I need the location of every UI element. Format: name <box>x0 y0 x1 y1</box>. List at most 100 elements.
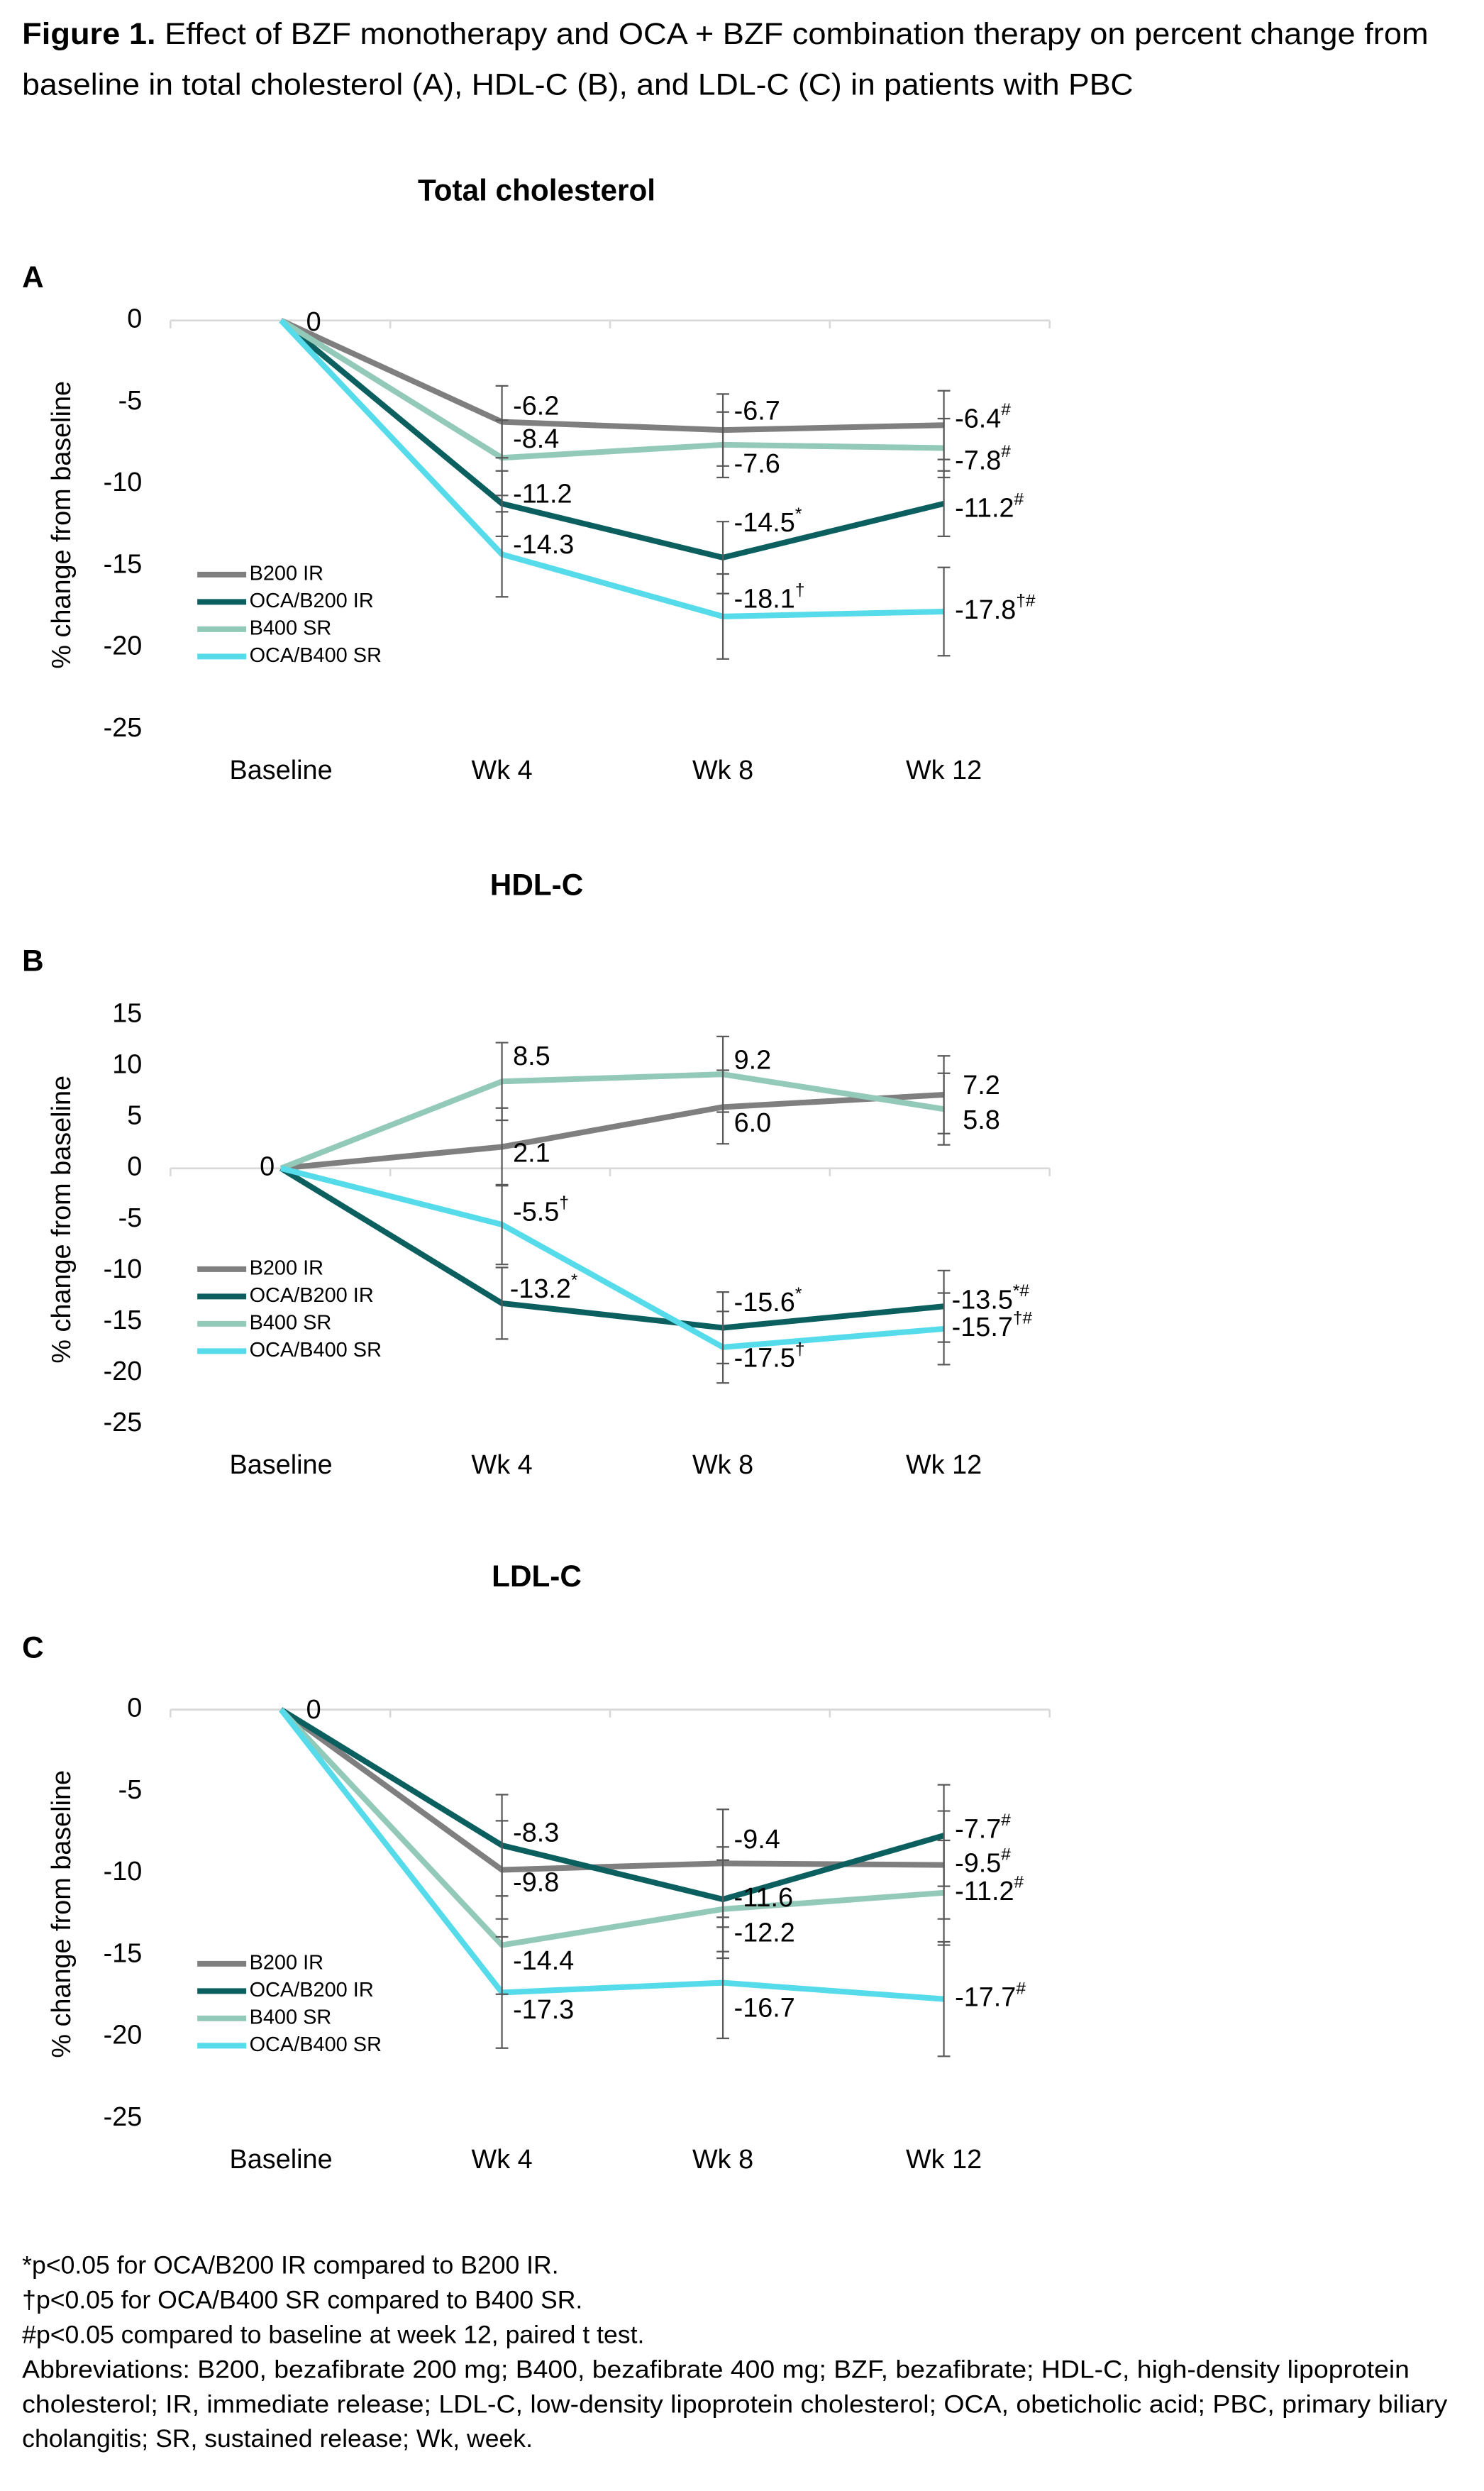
footnote: cholesterol; IR, immediate release; LDL-… <box>22 2390 1447 2418</box>
error-bar <box>716 411 729 479</box>
y-axis-label: % change from baseline <box>47 381 77 669</box>
error-bar <box>495 1183 509 1266</box>
legend-label: OCA/B400 SR <box>250 2033 382 2056</box>
data-label: 6.0 <box>734 1108 772 1138</box>
data-label: 9.2 <box>734 1045 772 1075</box>
data-label: -6.2 <box>513 392 559 421</box>
y-tick-label: -20 <box>104 1357 143 1386</box>
data-label: -13.5*# <box>952 1282 1030 1315</box>
series-line <box>278 1708 944 2002</box>
data-label: -12.2 <box>734 1918 795 1948</box>
x-tick-label: Baseline <box>230 2145 333 2175</box>
data-label: -7.7# <box>955 1811 1011 1845</box>
y-axis-label: % change from baseline <box>47 1770 77 2058</box>
data-label: -11.2# <box>955 1873 1024 1906</box>
y-tick-label: -10 <box>104 468 143 497</box>
y-tick-label: -5 <box>118 1775 143 1805</box>
error-bar <box>937 1940 951 2058</box>
data-label: -14.5* <box>734 504 802 538</box>
legend-label: OCA/B200 IR <box>250 1979 374 2001</box>
data-label: 8.5 <box>513 1042 550 1071</box>
y-tick-label: -5 <box>118 1203 143 1233</box>
data-label: 0 <box>306 1695 321 1725</box>
legend-label: OCA/B200 IR <box>250 1284 374 1307</box>
panel-label: B <box>22 944 44 977</box>
data-label: -14.4 <box>513 1946 574 1976</box>
data-label: -11.2 <box>513 480 572 509</box>
caption-label: Figure 1. <box>22 17 155 50</box>
y-tick-label: -25 <box>104 2102 143 2132</box>
data-label: -7.6 <box>734 449 780 479</box>
data-label: -8.4 <box>513 424 559 454</box>
series-line <box>279 1707 945 1903</box>
error-bar <box>495 1935 509 2049</box>
x-tick-label: Baseline <box>230 1450 333 1480</box>
legend-label: B400 SR <box>250 617 332 640</box>
y-tick-label: -15 <box>104 549 143 579</box>
data-label: -6.4# <box>955 401 1011 434</box>
series-line <box>280 1092 944 1171</box>
error-bar <box>495 419 509 497</box>
series-line <box>279 318 944 619</box>
legend-label: OCA/B400 SR <box>250 1339 382 1362</box>
data-label: 2.1 <box>513 1139 550 1169</box>
error-bar <box>716 1310 729 1384</box>
y-tick-label: 0 <box>127 304 142 334</box>
error-bar <box>937 417 951 479</box>
x-tick-label: Wk 12 <box>906 2145 982 2175</box>
error-bar <box>495 1266 509 1340</box>
y-tick-label: -20 <box>104 2021 143 2050</box>
data-label: -9.4 <box>734 1825 780 1855</box>
y-tick-label: 15 <box>112 999 142 1029</box>
x-tick-label: Wk 4 <box>472 2145 533 2175</box>
x-tick-label: Wk 12 <box>906 756 982 785</box>
error-bar <box>716 1926 729 2040</box>
y-tick-label: -25 <box>104 1408 143 1437</box>
error-bar <box>495 1042 509 1122</box>
x-tick-label: Wk 8 <box>692 756 753 785</box>
series-line <box>279 1071 945 1171</box>
data-label: -11.6 <box>734 1883 793 1913</box>
data-label: -5.5† <box>513 1194 569 1227</box>
data-label: 5.8 <box>963 1105 1000 1135</box>
series-line <box>279 1707 944 1948</box>
data-label: -17.8†# <box>955 592 1036 625</box>
series-line <box>279 1166 944 1331</box>
y-tick-label: -10 <box>104 1857 143 1887</box>
data-label: -18.1† <box>734 581 805 614</box>
error-bar <box>937 1072 951 1146</box>
data-label: -15.6* <box>734 1284 802 1318</box>
y-tick-label: -15 <box>104 1938 143 1968</box>
y-tick-label: 10 <box>112 1050 142 1080</box>
error-bar <box>937 1292 951 1366</box>
data-label: 0 <box>260 1152 275 1182</box>
legend-label: B400 SR <box>250 2006 332 2028</box>
data-label: -13.2* <box>510 1271 578 1304</box>
y-tick-label: -20 <box>104 631 143 661</box>
footnote: Abbreviations: B200, bezafibrate 200 mg;… <box>22 2355 1410 2383</box>
chart-title: Total cholesterol <box>418 174 655 207</box>
series-line <box>279 318 944 433</box>
chart-title: HDL-C <box>490 868 583 902</box>
data-label: -15.7†# <box>952 1309 1033 1342</box>
caption-text: Effect of BZF monotherapy and OCA + BZF … <box>165 17 1429 50</box>
caption-line: Figure 1. Effect of BZF monotherapy and … <box>22 17 1428 50</box>
x-tick-label: Baseline <box>230 756 333 785</box>
legend-label: OCA/B400 SR <box>250 644 382 667</box>
data-label: 7.2 <box>963 1071 1000 1100</box>
x-tick-label: Wk 4 <box>472 1450 533 1480</box>
data-label: -9.5# <box>955 1845 1011 1879</box>
data-label: -7.8# <box>955 443 1011 476</box>
panel-label: C <box>22 1630 44 1664</box>
y-tick-label: 0 <box>127 1152 142 1182</box>
data-label: 0 <box>306 307 321 337</box>
data-label: -17.7# <box>955 1979 1026 2013</box>
legend-label: B400 SR <box>250 1311 332 1334</box>
y-tick-label: 0 <box>127 1694 142 1723</box>
y-tick-label: -10 <box>104 1254 143 1284</box>
series-line <box>279 1707 944 1873</box>
y-tick-label: -5 <box>118 386 143 416</box>
series-line <box>279 318 944 461</box>
